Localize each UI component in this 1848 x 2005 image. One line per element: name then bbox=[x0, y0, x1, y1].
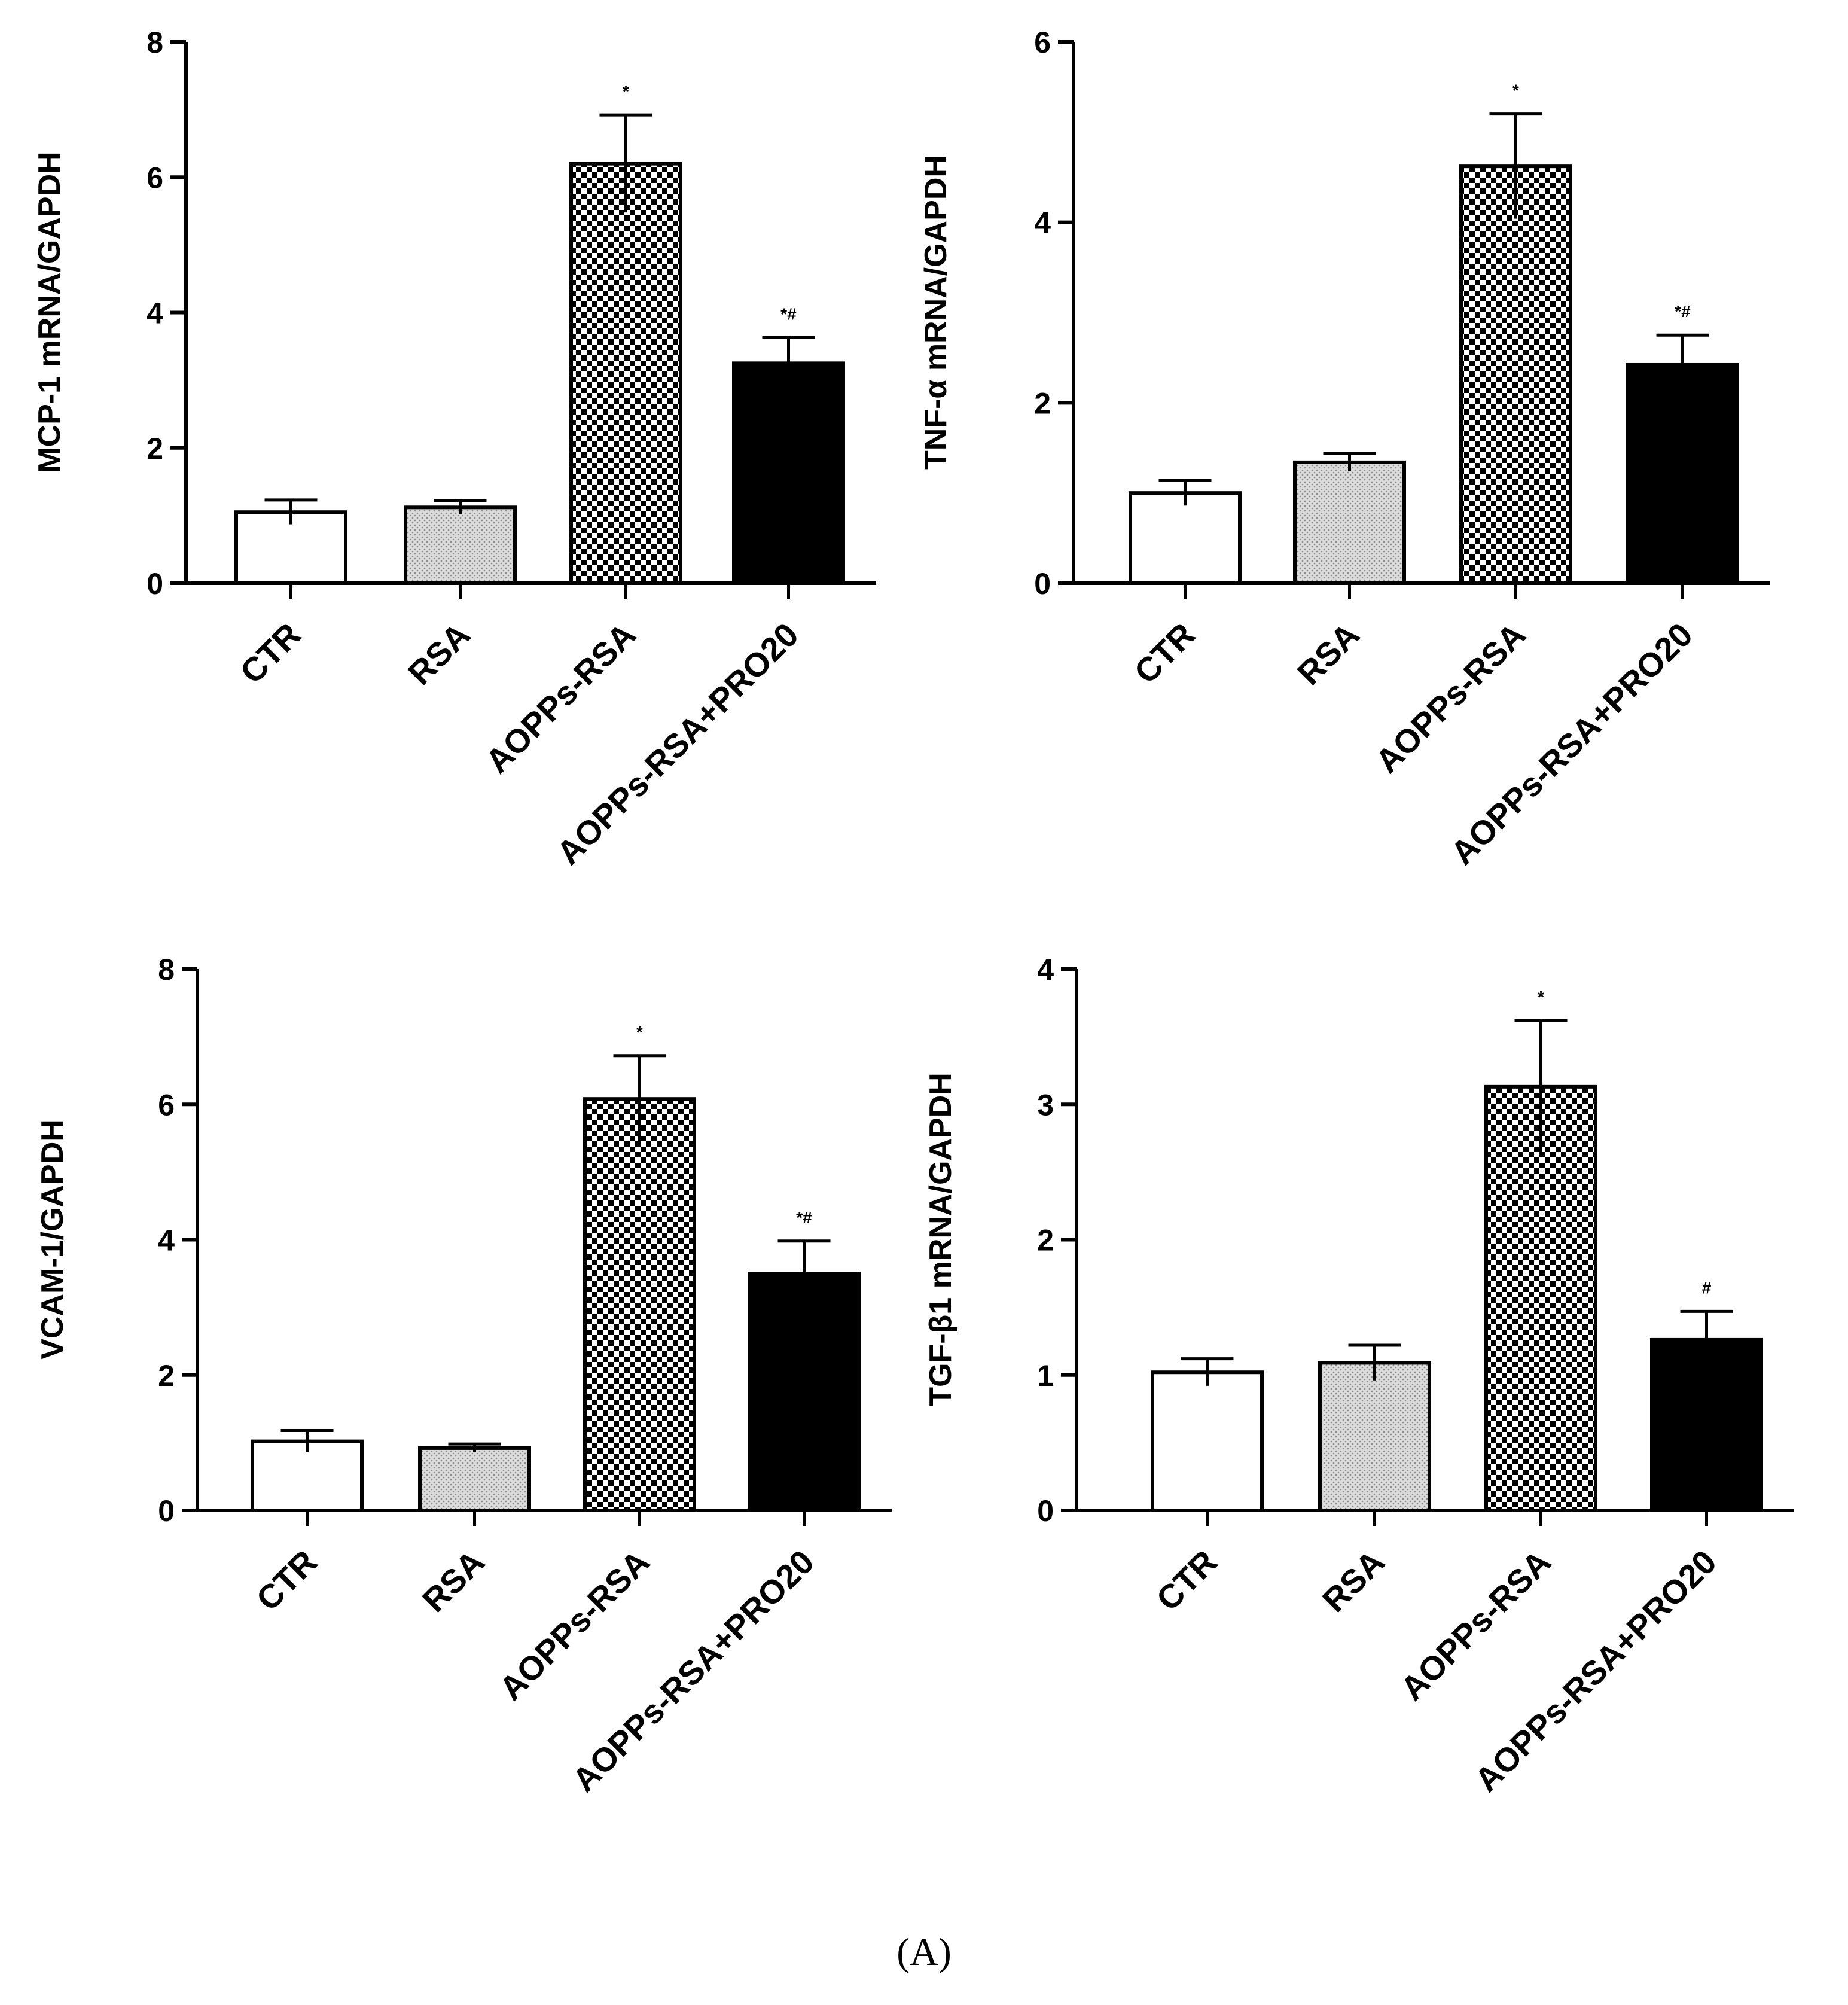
bar-aopps-rsa bbox=[569, 162, 682, 585]
x-tick-label: AOPPs-RSA bbox=[492, 1543, 657, 1708]
bar-aopps-rsa-pro20 bbox=[732, 361, 845, 585]
x-tick-label: AOPPs-RSA bbox=[1368, 615, 1533, 781]
y-tick-label: 4 bbox=[1034, 206, 1051, 240]
bar-aopps-rsa bbox=[1459, 164, 1572, 585]
bar-ctr bbox=[1129, 491, 1242, 586]
y-tick-label: 0 bbox=[158, 1494, 175, 1528]
y-tick-label: 0 bbox=[147, 567, 163, 601]
y-axis-label: VCAM-1/GAPDH bbox=[35, 1119, 70, 1360]
y-tick-label: 8 bbox=[147, 26, 163, 59]
y-tick-label: 6 bbox=[158, 1088, 175, 1122]
bar-aopps-rsa-pro20 bbox=[1626, 362, 1739, 585]
y-tick-label: 6 bbox=[1034, 26, 1051, 59]
y-tick-label: 0 bbox=[1034, 567, 1051, 601]
y-tick-label: 2 bbox=[1037, 1224, 1054, 1257]
x-tick-label: RSA bbox=[1315, 1543, 1392, 1619]
y-tick-label: 2 bbox=[1034, 386, 1051, 420]
x-tick-label: CTR bbox=[1127, 615, 1202, 691]
y-tick-label: 2 bbox=[158, 1359, 175, 1392]
bar-rsa bbox=[418, 1446, 531, 1513]
bar-rsa bbox=[1293, 460, 1406, 586]
bar-aopps-rsa bbox=[583, 1097, 696, 1512]
significance-marker: *# bbox=[796, 1208, 812, 1227]
significance-marker: * bbox=[636, 1023, 643, 1041]
significance-marker: * bbox=[1538, 988, 1544, 1006]
x-tick-label: RSA bbox=[1290, 615, 1367, 692]
x-tick-label: CTR bbox=[1149, 1543, 1224, 1618]
x-tick-label: CTR bbox=[249, 1543, 324, 1618]
y-tick-label: 4 bbox=[1037, 953, 1054, 986]
bar-ctr bbox=[251, 1439, 364, 1513]
significance-marker: *# bbox=[780, 304, 797, 323]
bar-aopps-rsa-pro20 bbox=[1650, 1337, 1763, 1513]
bar-rsa bbox=[404, 505, 517, 585]
x-tick-label: RSA bbox=[401, 615, 477, 692]
significance-marker: # bbox=[1702, 1278, 1712, 1297]
x-tick-label: AOPPs-RSA bbox=[478, 615, 643, 781]
y-tick-label: 0 bbox=[1037, 1494, 1054, 1528]
y-axis-label: MCP-1 mRNA/GAPDH bbox=[32, 151, 67, 473]
bar-ctr bbox=[1151, 1370, 1264, 1513]
y-tick-label: 2 bbox=[147, 432, 163, 465]
y-tick-label: 1 bbox=[1037, 1359, 1054, 1392]
x-tick-label: RSA bbox=[415, 1543, 492, 1619]
y-axis-label: TGF-β1 mRNA/GAPDH bbox=[923, 1072, 958, 1406]
y-tick-label: 8 bbox=[158, 953, 175, 986]
y-axis-label: TNF-α mRNA/GAPDH bbox=[919, 155, 953, 470]
x-tick-label: CTR bbox=[233, 615, 308, 691]
significance-marker: * bbox=[1512, 81, 1519, 100]
x-tick-label: AOPPs-RSA bbox=[1393, 1543, 1558, 1708]
panel-label: (A) bbox=[896, 1930, 952, 1974]
y-tick-label: 3 bbox=[1037, 1088, 1054, 1122]
bar-rsa bbox=[1318, 1361, 1431, 1512]
y-tick-label: 4 bbox=[158, 1224, 175, 1257]
y-tick-label: 6 bbox=[147, 161, 163, 194]
significance-marker: * bbox=[623, 82, 629, 100]
significance-marker: *# bbox=[1675, 302, 1691, 321]
bar-aopps-rsa-pro20 bbox=[748, 1272, 861, 1512]
y-tick-label: 4 bbox=[147, 297, 163, 330]
